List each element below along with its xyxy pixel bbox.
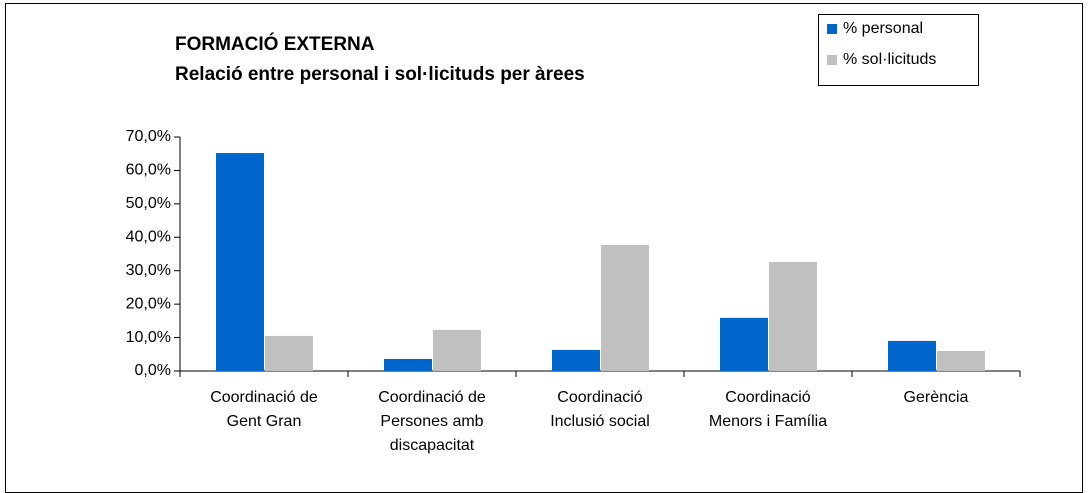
bar: [265, 335, 313, 371]
x-tick-label: Coordinació de: [378, 389, 486, 406]
y-tick-label: 10,0%: [126, 329, 171, 346]
x-tick-label: Gerència: [904, 389, 969, 406]
bar: [720, 317, 768, 371]
y-tick-label: 70,0%: [126, 128, 171, 145]
bar: [216, 153, 264, 371]
legend-label: % personal: [843, 20, 923, 37]
legend-box: [818, 14, 979, 86]
x-tick-label: Persones amb: [380, 413, 483, 430]
x-tick-label: Coordinació: [725, 389, 810, 406]
y-tick-label: 0,0%: [135, 362, 171, 379]
x-tick-label: Coordinació: [557, 389, 642, 406]
y-tick-label: 40,0%: [126, 229, 171, 246]
bar: [433, 329, 481, 371]
chart-title: FORMACIÓ EXTERNA: [175, 33, 375, 55]
bar: [937, 350, 985, 371]
y-tick-label: 60,0%: [126, 162, 171, 179]
bar: [384, 358, 432, 371]
y-tick-label: 20,0%: [126, 295, 171, 312]
bar: [601, 244, 649, 371]
x-tick-label: discapacitat: [390, 437, 475, 454]
x-tick-label: Inclusió social: [550, 413, 650, 430]
bar: [552, 349, 600, 371]
legend-swatch: [827, 24, 837, 34]
y-tick-label: 50,0%: [126, 195, 171, 212]
bar: [888, 340, 936, 371]
x-tick-label: Coordinació de: [210, 389, 318, 406]
legend-label: % sol·licituds: [843, 51, 936, 68]
y-tick-label: 30,0%: [126, 262, 171, 279]
chart-subtitle: Relació entre personal i sol·licituds pe…: [175, 64, 585, 85]
legend-swatch: [827, 55, 837, 65]
bar: [769, 262, 817, 371]
x-tick-label: Gent Gran: [227, 413, 302, 430]
x-tick-label: Menors i Família: [709, 413, 827, 430]
